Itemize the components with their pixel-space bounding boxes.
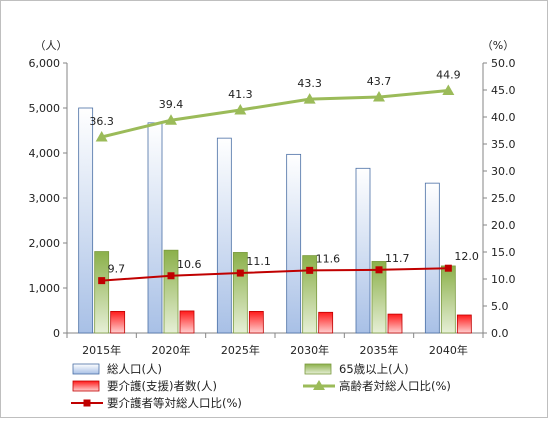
bar-care-needed xyxy=(248,310,264,334)
left-tick-label: 5,000 xyxy=(29,102,61,115)
right-tick-label: 15.0 xyxy=(491,246,516,259)
care-ratio-data-label: 11.6 xyxy=(316,252,341,265)
care-ratio-point xyxy=(306,266,314,274)
bar-total-population xyxy=(424,182,440,334)
bar-total-population xyxy=(216,137,232,334)
elderly-ratio-point xyxy=(442,84,455,96)
left-axis-unit: （人） xyxy=(35,39,68,52)
elderly-ratio-data-label: 36.3 xyxy=(89,115,114,128)
x-tick-label: 2025年 xyxy=(221,343,260,357)
x-tick-label: 2020年 xyxy=(152,343,191,357)
left-tick-label: 2,000 xyxy=(29,237,61,250)
left-tick-label: 0 xyxy=(53,327,60,340)
bar-care-needed xyxy=(179,310,195,334)
elderly-ratio-point xyxy=(165,114,177,125)
legend-elderly-ratio-marker xyxy=(313,380,325,390)
bar-care-needed xyxy=(110,310,126,334)
bar-care-needed xyxy=(318,311,334,334)
bar-age-65-plus xyxy=(163,249,179,334)
left-tick-label: 1,000 xyxy=(29,282,61,295)
left-tick-label: 4,000 xyxy=(29,147,61,160)
bar-total-population xyxy=(78,107,94,334)
legend-age-65-plus-swatch xyxy=(304,363,332,375)
bar-age-65-plus xyxy=(371,261,387,334)
right-tick-label: 10.0 xyxy=(491,273,516,286)
bar-age-65-plus xyxy=(302,255,318,334)
elderly-ratio-point xyxy=(373,91,385,102)
bar-total-population xyxy=(355,167,371,334)
right-axis-unit: （%） xyxy=(482,39,514,52)
left-tick-label: 3,000 xyxy=(29,192,61,205)
bar-age-65-plus xyxy=(440,265,456,334)
right-tick-label: 0.0 xyxy=(491,327,509,340)
care-ratio-data-label: 9.7 xyxy=(108,263,126,276)
left-tick-label: 6,000 xyxy=(29,57,61,70)
right-tick-label: 35.0 xyxy=(491,138,516,151)
right-tick-label: 30.0 xyxy=(491,165,516,178)
bar-age-65-plus xyxy=(94,251,110,334)
right-tick-label: 25.0 xyxy=(491,192,516,205)
bar-total-population xyxy=(286,153,302,334)
legend-total-population-label: 総人口(人) xyxy=(107,362,162,376)
care-ratio-point xyxy=(375,266,383,274)
legend-elderly-ratio-label: 高齢者対総人口比(%) xyxy=(339,379,451,393)
right-tick-label: 20.0 xyxy=(491,219,516,232)
bar-age-65-plus xyxy=(232,252,248,334)
elderly-ratio-data-label: 43.3 xyxy=(297,77,322,90)
care-ratio-data-label: 11.1 xyxy=(246,255,270,268)
bar-total-population xyxy=(147,122,163,334)
legend-care-needed-label: 要介護(支援)者数(人) xyxy=(107,379,217,393)
elderly-ratio-data-label: 43.7 xyxy=(367,75,392,88)
elderly-ratio-data-label: 44.9 xyxy=(436,69,461,82)
x-tick-label: 2030年 xyxy=(290,343,329,357)
care-ratio-line xyxy=(101,267,449,282)
care-ratio-point xyxy=(236,269,244,277)
bar-care-needed xyxy=(387,313,403,334)
elderly-ratio-point xyxy=(95,130,108,142)
elderly-ratio-point xyxy=(234,103,247,115)
x-tick-label: 2015年 xyxy=(82,343,121,357)
legend-care-ratio-label: 要介護者等対総人口比(%) xyxy=(107,396,242,410)
legend-total-population-swatch xyxy=(72,363,100,375)
right-tick-label: 45.0 xyxy=(491,84,516,97)
care-ratio-point xyxy=(444,264,452,272)
right-tick-label: 50.0 xyxy=(491,57,516,70)
x-tick-label: 2040年 xyxy=(429,343,468,357)
legend-care-needed-swatch xyxy=(72,380,100,392)
care-ratio-data-label: 10.6 xyxy=(177,258,202,271)
elderly-ratio-data-label: 39.4 xyxy=(159,98,184,111)
right-tick-label: 5.0 xyxy=(491,300,509,313)
care-ratio-data-label: 12.0 xyxy=(454,250,479,263)
elderly-ratio-data-label: 41.3 xyxy=(228,88,253,101)
legend-care-ratio-marker xyxy=(83,399,91,407)
legend-age-65-plus-label: 65歳以上(人) xyxy=(339,362,409,376)
care-ratio-data-label: 11.7 xyxy=(385,252,410,265)
x-tick-label: 2035年 xyxy=(360,343,399,357)
care-ratio-point xyxy=(98,277,106,285)
bar-care-needed xyxy=(456,314,472,334)
elderly-ratio-point xyxy=(303,93,316,104)
elderly-ratio-line xyxy=(101,89,449,139)
care-ratio-point xyxy=(167,272,175,280)
right-tick-label: 40.0 xyxy=(491,111,516,124)
